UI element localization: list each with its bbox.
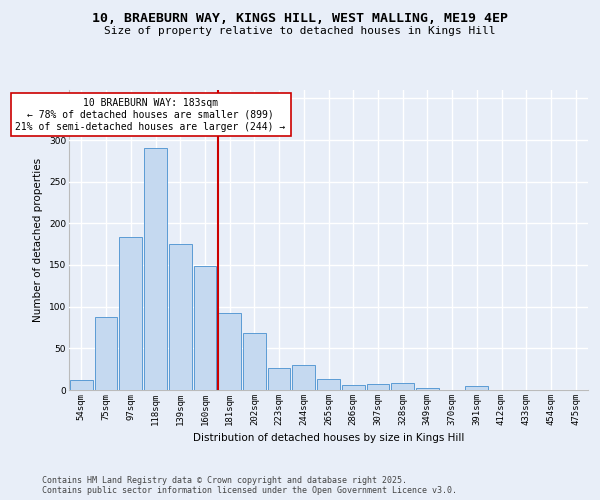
Bar <box>119 236 142 390</box>
Text: Size of property relative to detached houses in Kings Hill: Size of property relative to detached ho… <box>104 26 496 36</box>
X-axis label: Distribution of detached houses by size in Kings Hill: Distribution of detached houses by size … <box>193 434 464 444</box>
Bar <box>268 368 290 390</box>
Bar <box>466 386 488 390</box>
Bar <box>243 334 266 390</box>
Bar <box>342 385 365 390</box>
Bar <box>391 384 414 390</box>
Bar <box>169 244 191 390</box>
Bar <box>367 384 389 390</box>
Text: Contains HM Land Registry data © Crown copyright and database right 2025.
Contai: Contains HM Land Registry data © Crown c… <box>42 476 457 495</box>
Bar <box>194 266 216 390</box>
Bar <box>416 388 439 390</box>
Bar <box>144 148 167 390</box>
Text: 10, BRAEBURN WAY, KINGS HILL, WEST MALLING, ME19 4EP: 10, BRAEBURN WAY, KINGS HILL, WEST MALLI… <box>92 12 508 26</box>
Bar <box>95 316 118 390</box>
Text: 10 BRAEBURN WAY: 183sqm
← 78% of detached houses are smaller (899)
21% of semi-d: 10 BRAEBURN WAY: 183sqm ← 78% of detache… <box>16 98 286 132</box>
Bar <box>218 312 241 390</box>
Y-axis label: Number of detached properties: Number of detached properties <box>34 158 43 322</box>
Bar <box>317 379 340 390</box>
Bar <box>292 365 315 390</box>
Bar <box>70 380 93 390</box>
